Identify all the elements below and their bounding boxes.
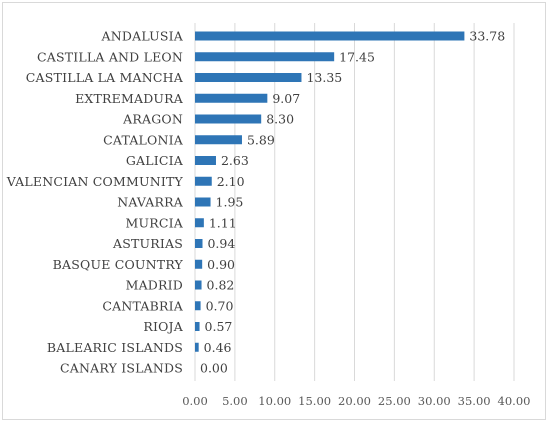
x-tick-label: 35.00	[458, 394, 491, 408]
bars	[195, 31, 465, 352]
bar	[195, 197, 211, 207]
x-tick-label: 25.00	[378, 394, 411, 408]
category-label: GALICIA	[126, 153, 184, 168]
value-label: 33.78	[469, 29, 505, 44]
chart-frame: ANDALUSIA CASTILLA AND LEON CASTILLA LA MA…	[2, 2, 546, 420]
value-label: 8.30	[266, 112, 294, 127]
bar	[195, 135, 242, 145]
bar	[195, 280, 202, 290]
category-label: CANTABRIA	[102, 298, 183, 313]
bar	[195, 322, 200, 331]
bar	[195, 31, 465, 41]
value-label: 1.95	[216, 195, 244, 210]
x-tick-label: 20.00	[338, 394, 371, 408]
value-label: 0.82	[207, 278, 235, 293]
category-label: EXTREMADURA	[75, 91, 184, 106]
value-label: 2.10	[217, 174, 245, 189]
value-label: 0.46	[204, 340, 232, 355]
value-label: 13.35	[306, 70, 342, 85]
category-label: MADRID	[126, 278, 183, 293]
bar	[195, 176, 212, 186]
value-label: 0.00	[200, 361, 228, 376]
bar	[195, 93, 268, 103]
value-label: 2.63	[221, 153, 249, 168]
bar	[195, 301, 201, 311]
value-label: 1.11	[209, 215, 237, 230]
category-label: BALEARIC ISLANDS	[47, 340, 183, 355]
x-tick-label: 5.00	[222, 394, 248, 408]
category-label: ANDALUSIA	[101, 29, 184, 44]
category-labels: ANDALUSIA CASTILLA AND LEON CASTILLA LA MA…	[6, 29, 184, 376]
x-tick-label: 0.00	[182, 394, 208, 408]
x-tick-label: 10.00	[258, 394, 291, 408]
value-label: 0.94	[207, 236, 235, 251]
x-tick-label: 30.00	[418, 394, 451, 408]
value-label: 0.70	[206, 298, 234, 313]
category-label: CASTILLA AND LEON	[37, 49, 183, 64]
category-label: MURCIA	[126, 215, 184, 230]
bar	[195, 52, 335, 62]
category-label: CATALONIA	[103, 132, 184, 147]
bar	[195, 114, 262, 124]
category-label: NAVARRA	[117, 195, 184, 210]
category-label: ARAGON	[122, 112, 183, 127]
bar-chart: ANDALUSIA CASTILLA AND LEON CASTILLA LA MA…	[6, 23, 530, 408]
category-label: VALENCIAN COMMUNITY	[6, 174, 184, 189]
gridlines	[194, 23, 515, 381]
category-label: CASTILLA LA MANCHA	[26, 70, 184, 85]
category-label: CANARY ISLANDS	[60, 361, 183, 376]
bar	[195, 156, 216, 165]
category-label: RIOJA	[143, 319, 183, 334]
category-label: BASQUE COUNTRY	[53, 257, 184, 272]
value-label: 17.45	[339, 49, 375, 64]
value-label: 5.89	[247, 132, 275, 147]
bar	[195, 73, 302, 82]
bar	[195, 239, 203, 248]
value-labels: 33.78 17.45 13.35 9.07 8.30 5.89 2.63 2.10 1.95 1…	[200, 29, 505, 376]
x-tick-label: 15.00	[298, 394, 331, 408]
x-tick-labels: 0.00 5.00 10.00 15.00 20.00 25.00 30.00 35.00 40…	[182, 394, 530, 408]
bar	[195, 259, 203, 269]
category-label: ASTURIAS	[112, 236, 183, 251]
bar	[195, 218, 204, 228]
x-tick-label: 40.00	[498, 394, 531, 408]
value-label: 0.90	[207, 257, 235, 272]
bar	[195, 342, 199, 352]
value-label: 0.57	[205, 319, 233, 334]
value-label: 9.07	[272, 91, 300, 106]
